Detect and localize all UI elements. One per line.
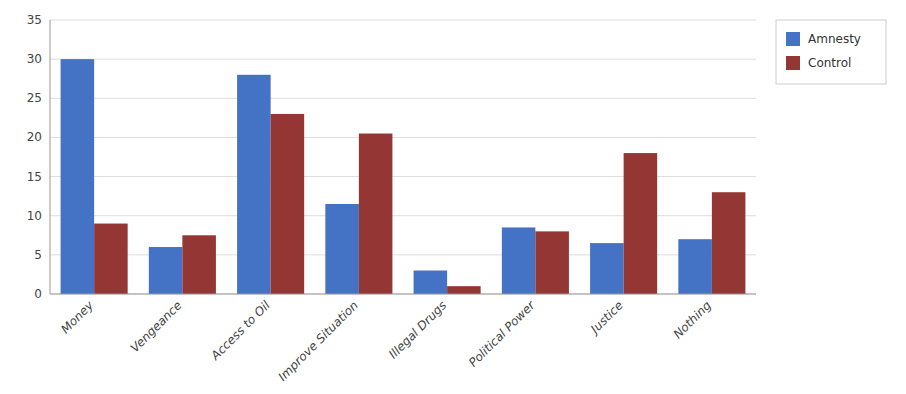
bar (414, 271, 448, 294)
bar (447, 286, 481, 294)
legend-label: Amnesty (808, 32, 861, 46)
x-axis-line (50, 294, 756, 295)
bar (149, 247, 183, 294)
x-tick-label: Justice (587, 298, 626, 337)
bars (61, 59, 746, 294)
grid-line (50, 294, 756, 295)
grid-line (50, 59, 756, 60)
bar (94, 224, 128, 294)
legend: Amnesty Control (776, 20, 886, 84)
bar (359, 134, 393, 294)
y-tick-label: 35 (27, 13, 42, 27)
x-tick-label: Improve Situation (275, 298, 361, 384)
x-tick-label: Vengeance (128, 298, 185, 355)
bar (678, 239, 712, 294)
x-axis: Money Vengeance Access to OilImprove Situa… (58, 297, 714, 383)
legend-frame (776, 20, 886, 84)
x-tick-label: Nothing (671, 298, 715, 342)
x-tick-label: Access to Oil (208, 298, 274, 364)
bar (237, 75, 271, 294)
y-tick-label: 0 (34, 287, 42, 301)
chart: 0 5 10 15 20 25 30 35 Money Vengeance Access to Oi… (0, 0, 906, 394)
y-tick-label: 15 (27, 170, 42, 184)
grid-line (50, 20, 756, 21)
y-tick-label: 20 (27, 130, 42, 144)
bar (325, 204, 359, 294)
bar (271, 114, 305, 294)
y-tick-label: 5 (34, 248, 42, 262)
x-tick-label: Illegal Drugs (386, 298, 449, 361)
y-axis-line (50, 20, 51, 294)
y-tick-label: 10 (27, 209, 42, 223)
y-tick-label: 25 (27, 91, 42, 105)
bar (502, 227, 536, 294)
x-tick-label: Money (58, 298, 97, 337)
bar (61, 59, 95, 294)
bar (712, 192, 746, 294)
x-tick-label: Political Power (466, 297, 538, 369)
bar (590, 243, 624, 294)
y-tick-label: 30 (27, 52, 42, 66)
grid-line (50, 137, 756, 138)
legend-swatch (786, 32, 800, 46)
legend-label: Control (808, 56, 851, 70)
grid-line (50, 98, 756, 99)
bar (182, 235, 216, 294)
bar (624, 153, 658, 294)
bar (535, 231, 569, 294)
legend-swatch (786, 56, 800, 70)
y-axis: 0 5 10 15 20 25 30 35 (27, 13, 756, 301)
